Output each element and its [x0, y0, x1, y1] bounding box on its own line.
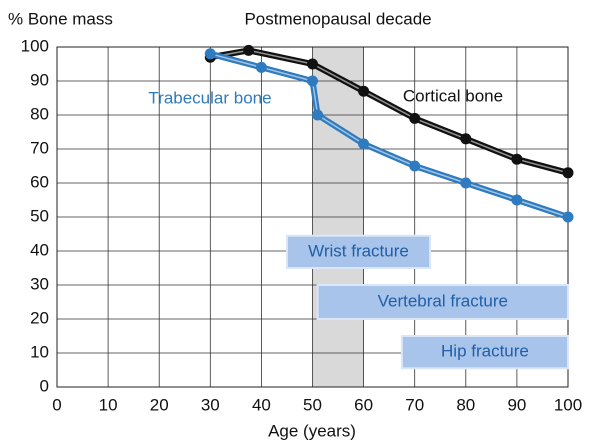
shaded-region-label: Postmenopausal decade	[244, 9, 431, 28]
series-label: Cortical bone	[403, 86, 503, 105]
x-tick-label: 70	[405, 395, 424, 414]
series-line-highlight	[210, 53, 569, 218]
y-tick-label: 50	[30, 206, 49, 225]
data-point	[312, 109, 324, 121]
x-tick-label: 40	[252, 395, 271, 414]
y-tick-label: 20	[30, 308, 49, 327]
x-tick-label: 100	[554, 395, 582, 414]
data-point	[243, 44, 255, 56]
data-point	[307, 75, 318, 87]
data-point	[358, 85, 370, 97]
x-tick-label: 90	[507, 395, 526, 414]
x-tick-label: 60	[354, 395, 373, 414]
series-line-highlight	[210, 49, 569, 174]
x-tick-label: 20	[150, 395, 169, 414]
y-tick-label: 80	[30, 104, 49, 123]
data-point	[511, 194, 523, 206]
y-tick-label: 70	[30, 138, 49, 157]
annotation-label: Hip fracture	[441, 342, 529, 361]
annotation-box	[285, 234, 432, 269]
y-tick-label: 10	[30, 342, 49, 361]
y-tick-label: 30	[30, 274, 49, 293]
data-point	[511, 153, 523, 165]
annotation-box	[316, 284, 569, 320]
data-point	[562, 211, 574, 223]
data-point	[204, 48, 216, 60]
annotation-label: Wrist fracture	[308, 241, 409, 260]
x-tick-label: 0	[52, 395, 61, 414]
data-point	[307, 58, 318, 70]
y-tick-label: 40	[30, 240, 49, 259]
x-tick-label: 30	[201, 395, 220, 414]
data-point	[255, 61, 267, 73]
y-tick-label: 100	[21, 36, 49, 55]
data-point	[409, 112, 421, 124]
y-axis-label: % Bone mass	[8, 9, 113, 28]
annotation-box	[400, 335, 569, 370]
data-point	[460, 133, 472, 145]
x-tick-label: 10	[99, 395, 118, 414]
y-tick-label: 90	[30, 70, 49, 89]
y-tick-label: 60	[30, 172, 49, 191]
data-point	[460, 177, 472, 189]
y-tick-label: 0	[40, 376, 49, 395]
x-tick-label: 50	[303, 395, 322, 414]
x-axis-label: Age (years)	[268, 421, 356, 440]
data-point	[409, 160, 421, 172]
series-label: Trabecular bone	[148, 88, 271, 107]
data-point	[358, 138, 370, 150]
annotation-label: Vertebral fracture	[378, 291, 508, 310]
x-tick-label: 80	[456, 395, 475, 414]
data-point	[562, 167, 574, 179]
series-line	[209, 50, 569, 220]
